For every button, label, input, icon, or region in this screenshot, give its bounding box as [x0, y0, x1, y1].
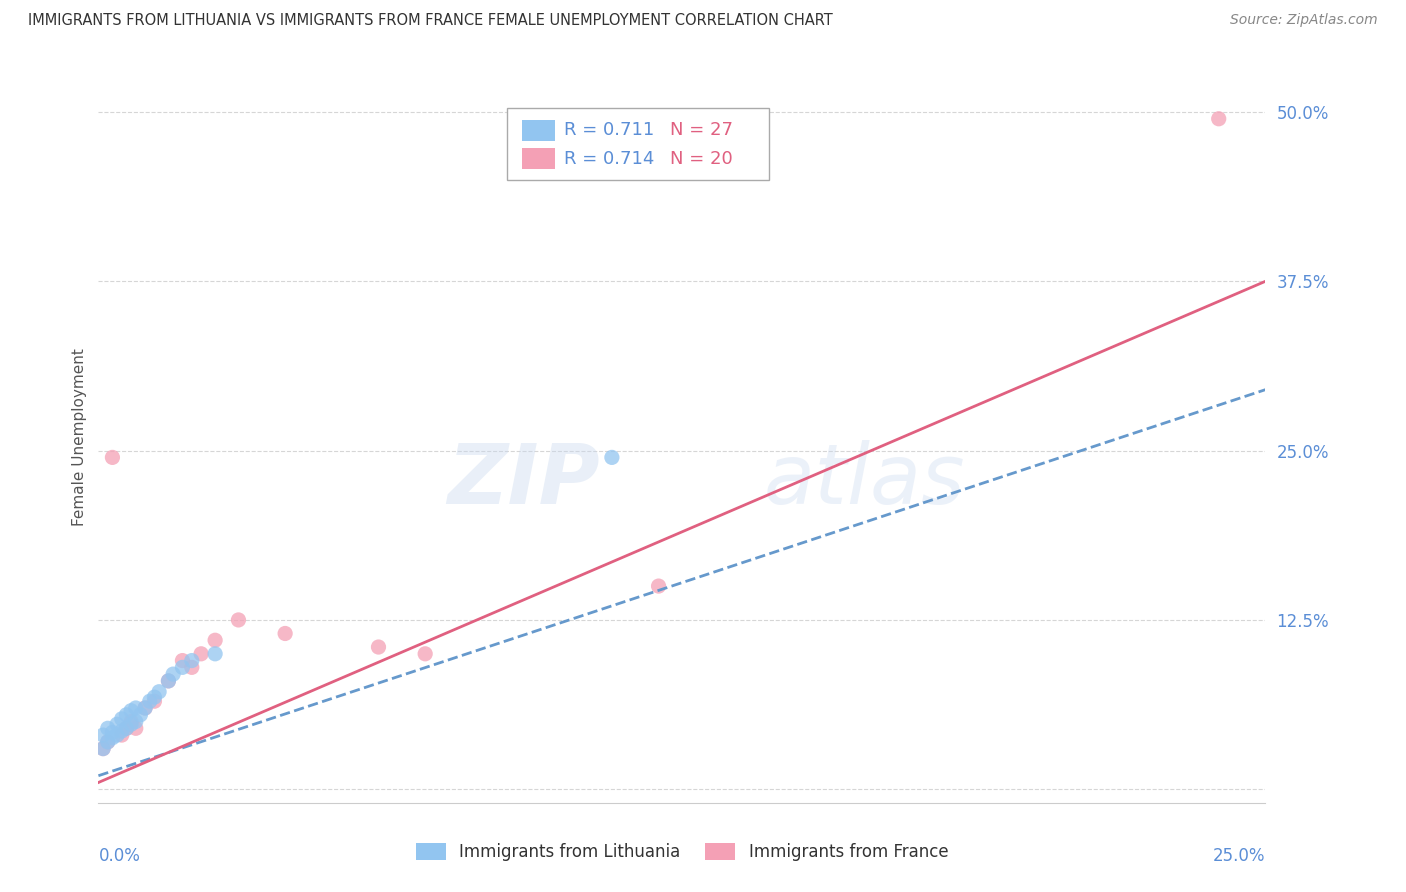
Point: [157, 673, 180, 688]
Point: [162, 667, 184, 681]
Point: [143, 690, 166, 705]
Text: Source: ZipAtlas.com: Source: ZipAtlas.com: [1230, 13, 1378, 28]
Point: [111, 712, 134, 726]
Point: [101, 731, 124, 745]
Point: [120, 704, 142, 718]
Text: 25.0%: 25.0%: [1213, 847, 1265, 864]
Point: [172, 654, 194, 668]
Point: [204, 647, 226, 661]
Point: [143, 694, 166, 708]
Text: 0.0%: 0.0%: [98, 847, 141, 864]
Point: [647, 579, 669, 593]
Point: [115, 721, 138, 735]
Point: [172, 660, 194, 674]
Point: [115, 721, 138, 735]
Text: R = 0.711: R = 0.711: [564, 121, 654, 139]
Y-axis label: Female Unemployment: Female Unemployment: [72, 348, 87, 526]
Point: [274, 626, 297, 640]
Point: [228, 613, 250, 627]
Text: ZIP: ZIP: [447, 441, 600, 522]
Point: [101, 725, 124, 739]
Point: [180, 654, 202, 668]
Point: [600, 450, 623, 465]
Point: [125, 721, 148, 735]
Point: [125, 714, 148, 729]
Text: R = 0.714: R = 0.714: [564, 150, 654, 168]
Point: [134, 701, 156, 715]
Point: [111, 724, 134, 739]
Point: [125, 701, 148, 715]
Bar: [522, 120, 555, 141]
Point: [91, 741, 114, 756]
Point: [101, 450, 124, 465]
Point: [115, 707, 138, 722]
Point: [97, 735, 120, 749]
Point: [180, 660, 202, 674]
Point: [157, 673, 180, 688]
Point: [105, 728, 128, 742]
Point: [91, 728, 114, 742]
Point: [91, 741, 114, 756]
Point: [97, 735, 120, 749]
FancyBboxPatch shape: [506, 108, 769, 179]
Point: [111, 728, 134, 742]
Text: atlas: atlas: [763, 441, 966, 522]
Point: [120, 717, 142, 731]
Point: [97, 721, 120, 735]
Point: [120, 714, 142, 729]
Text: N = 20: N = 20: [671, 150, 733, 168]
Point: [190, 647, 212, 661]
Point: [134, 701, 156, 715]
Point: [105, 717, 128, 731]
Legend: Immigrants from Lithuania, Immigrants from France: Immigrants from Lithuania, Immigrants fr…: [409, 836, 955, 868]
Point: [204, 633, 226, 648]
Point: [1208, 112, 1230, 126]
Text: N = 27: N = 27: [671, 121, 734, 139]
Bar: [522, 148, 555, 169]
Point: [129, 707, 152, 722]
Text: IMMIGRANTS FROM LITHUANIA VS IMMIGRANTS FROM FRANCE FEMALE UNEMPLOYMENT CORRELAT: IMMIGRANTS FROM LITHUANIA VS IMMIGRANTS …: [28, 13, 832, 29]
Point: [139, 694, 162, 708]
Point: [367, 640, 389, 654]
Point: [413, 647, 436, 661]
Point: [148, 684, 170, 698]
